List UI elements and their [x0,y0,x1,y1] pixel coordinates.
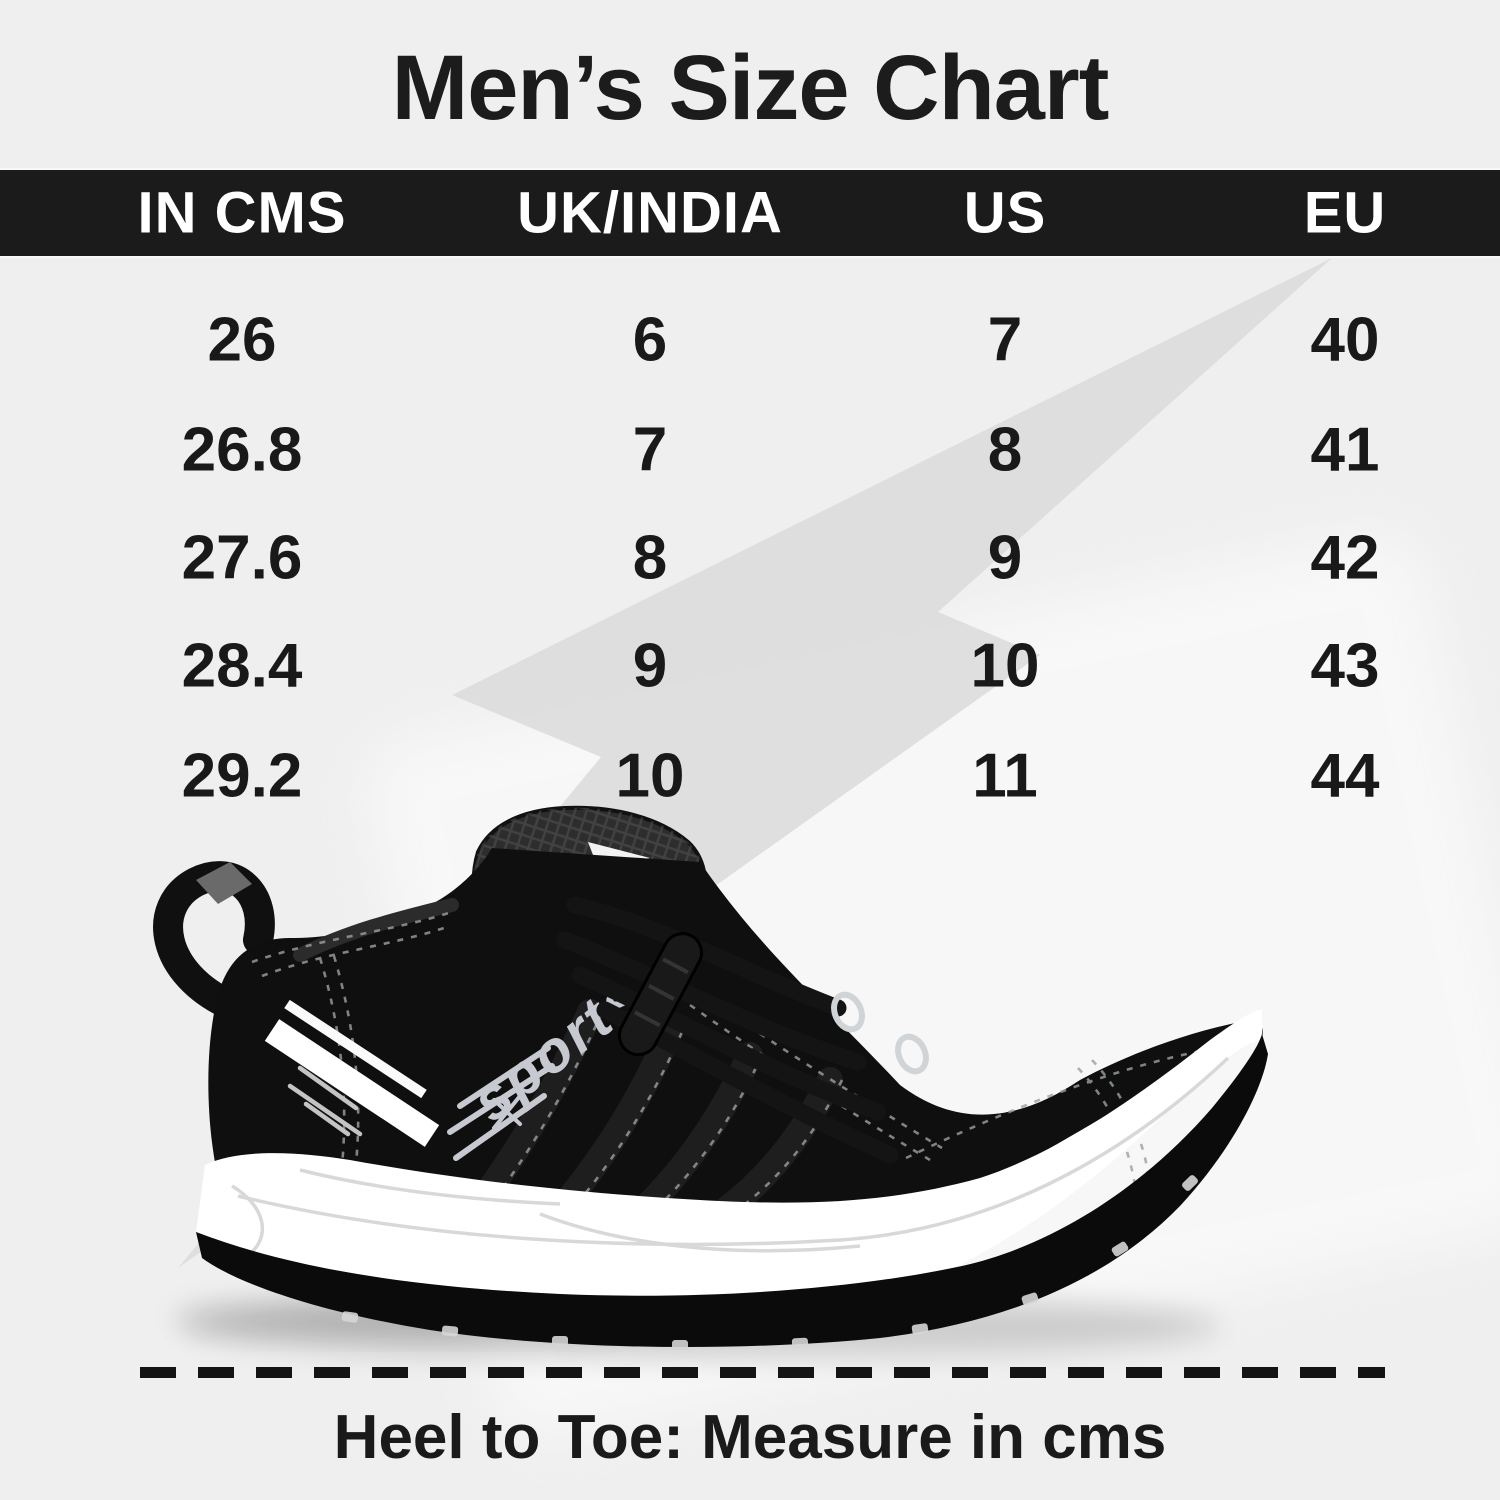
size-cell: 7 [632,415,668,485]
heel-logo-mark [287,1065,363,1137]
size-cell: 8 [987,415,1023,485]
size-cell: 26 [207,305,277,375]
size-cell: 27.6 [181,523,303,593]
column-header-eu: EU [1303,180,1387,246]
size-cell: 42 [1310,523,1380,593]
size-cell: 40 [1310,305,1380,375]
size-cell: 10 [970,631,1040,701]
heel-to-toe-dashed-line [140,1367,1385,1378]
size-cell: 9 [632,631,668,701]
size-cell: 6 [632,305,668,375]
heel-stripe [264,999,440,1147]
lace-rings [831,991,929,1075]
side-logo-mark [447,1045,555,1161]
size-cell: 11 [972,741,1038,811]
size-cell: 9 [987,523,1023,593]
size-cell: 44 [1310,741,1380,811]
size-cell: 8 [632,523,668,593]
size-cell: 43 [1310,631,1380,701]
column-header-us: US [963,180,1047,246]
size-cell: 29.2 [181,741,303,811]
shoe-midsole [196,1009,1262,1296]
measure-caption: Heel to Toe: Measure in cms [333,1403,1167,1472]
page-title: Men’s Size Chart [391,37,1110,139]
column-header-uk-india: UK/INDIA [517,180,783,246]
sneaker-illustration: Br [153,805,1268,1358]
size-cell: 41 [1310,415,1380,485]
column-header-in-cms: IN CMS [137,180,347,246]
table-header-bar: IN CMS UK/INDIA US EU [0,168,1500,258]
size-cell: 10 [615,741,685,811]
size-cell: 28.4 [181,631,303,701]
size-cell: 7 [987,305,1023,375]
heel-pull-tab [153,861,275,1021]
size-cell: 26.8 [181,415,303,485]
shoe-outsole [196,1034,1268,1350]
lace-stopper [617,932,704,1057]
